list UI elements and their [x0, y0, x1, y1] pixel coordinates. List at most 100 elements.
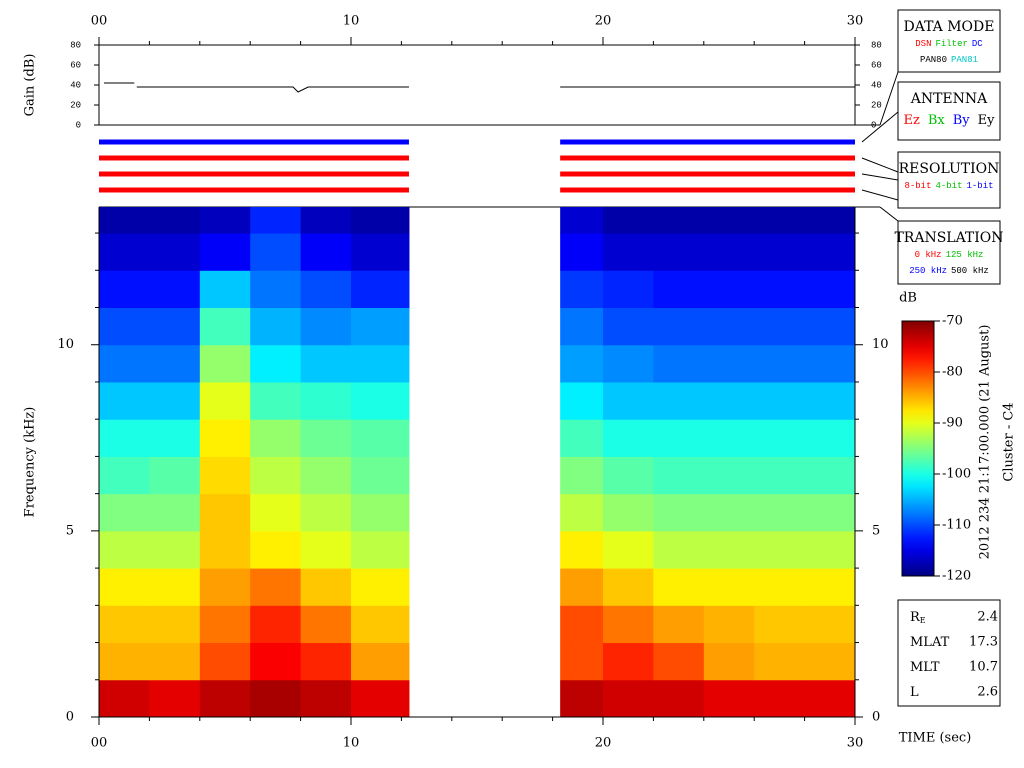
spectrogram-cell [754, 270, 806, 309]
spectrogram-cell [149, 568, 201, 606]
legend-item: DSN [915, 39, 931, 49]
spectrogram-cell [653, 679, 705, 718]
info-value: 2.4 [977, 610, 998, 625]
y-tick-label: 20 [70, 100, 81, 110]
spectrogram-cell [99, 568, 150, 606]
spectrogram-cell [199, 530, 251, 569]
spectrogram-cell [351, 605, 410, 644]
spectrogram-cell [653, 381, 705, 420]
spectrogram-cell [754, 381, 806, 420]
spectrogram-cell [804, 642, 856, 681]
legend-title: DATA MODE [904, 19, 995, 35]
x-tick-label: 30 [847, 736, 864, 751]
spectrogram-cell [703, 207, 755, 234]
connector [861, 111, 899, 143]
info-label: RE [910, 610, 926, 626]
gain-axis-label: Gain (dB) [23, 54, 38, 117]
spectrogram-cell [560, 493, 604, 532]
spectrogram-cell [603, 456, 654, 495]
spectrogram-cell [99, 493, 150, 532]
spectrogram-cell [250, 493, 302, 532]
spectrogram-cell [754, 207, 806, 234]
spectrogram-cell [99, 233, 150, 271]
spectrogram-cell [653, 233, 705, 271]
spectrogram-cell [653, 642, 705, 681]
spectrogram-cell [149, 381, 201, 420]
info-value: 17.3 [969, 635, 998, 650]
spectrogram-cell [149, 493, 201, 532]
connector [861, 157, 899, 173]
spectrogram-cell [250, 679, 302, 718]
legend-item: PAN81 [951, 55, 978, 65]
spectrogram-cell [149, 233, 201, 271]
y-tick-label: 10 [57, 337, 74, 352]
spectrogram-cell [199, 456, 251, 495]
spectrogram-cell [603, 307, 654, 346]
status-bar [560, 187, 855, 193]
info-value: 10.7 [969, 660, 998, 675]
y-tick-label: 20 [871, 100, 882, 110]
legend-box [897, 81, 1001, 141]
spectrogram-cell [99, 530, 150, 569]
info-label-text: L [910, 685, 919, 700]
spectrogram-cell [99, 419, 150, 457]
spectrogram-cell [199, 605, 251, 644]
colorbar [901, 320, 935, 577]
legend-box [897, 151, 1001, 209]
spectrogram-cell [300, 530, 352, 569]
y-tick-label: 40 [70, 80, 81, 90]
spectrogram-cell [560, 530, 604, 569]
status-bar [560, 155, 855, 161]
spectrogram-cell [603, 568, 654, 606]
spectrogram-cell [199, 344, 251, 383]
spectrogram-cell [703, 381, 755, 420]
colorbar-label: dB [899, 291, 917, 306]
spectrogram-cell [351, 207, 410, 234]
spectrogram-cell [754, 605, 806, 644]
spectrogram-cell [351, 568, 410, 606]
spectrogram-cell [351, 493, 410, 532]
spectrogram-cell [351, 344, 410, 383]
spectrogram-cell [300, 568, 352, 606]
info-label: MLAT [910, 635, 950, 650]
colorbar-tick-label: -120 [942, 569, 971, 584]
connector [879, 206, 899, 222]
spectrogram-cell [199, 419, 251, 457]
spectrogram-cell [804, 605, 856, 644]
spectrogram-cell [653, 207, 705, 234]
legend-item: 8-bit [904, 181, 931, 191]
caption: 2012 234 21:17:00.000 (21 August) [978, 325, 993, 560]
info-label-text: MLAT [910, 635, 950, 650]
spectrogram-cell [149, 605, 201, 644]
spectrogram-cell [603, 419, 654, 457]
legend-item: Ey [978, 113, 995, 128]
status-bar [560, 139, 855, 145]
info-label-text: MLT [910, 660, 940, 675]
legend-item: Filter [935, 39, 967, 49]
x-tick-label: 20 [595, 736, 612, 751]
spectrogram-cell [300, 307, 352, 346]
legend-item: 125 kHz [946, 250, 984, 260]
spectrogram-cell [703, 642, 755, 681]
y-tick-label: 60 [871, 60, 882, 70]
spectrogram-cell [199, 270, 251, 309]
info-box [897, 599, 1001, 707]
legend-line: DSN Filter DC [915, 39, 983, 49]
spectrogram-cell [300, 207, 352, 234]
y-tick-label: 80 [871, 40, 882, 50]
x-axis-label: TIME (sec) [899, 731, 972, 746]
spectrogram-cell [560, 568, 604, 606]
spectrogram-cell [703, 456, 755, 495]
colorbar-tick-label: -70 [942, 314, 963, 329]
info-label: MLT [910, 660, 940, 675]
spectrogram-cell [754, 642, 806, 681]
spectrogram-cell [149, 307, 201, 346]
legend-item: Bx [928, 113, 946, 128]
spectrogram-cell [653, 493, 705, 532]
spectrogram-cell [300, 493, 352, 532]
legend-item: Ez [904, 113, 920, 128]
y-tick-label: 40 [871, 80, 882, 90]
gain-line [104, 82, 855, 93]
